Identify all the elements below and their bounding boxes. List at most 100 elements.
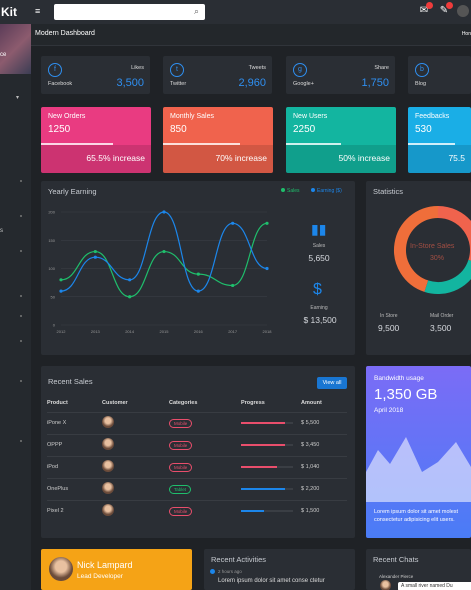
bell-icon[interactable]: ✉ [417, 2, 433, 18]
stat-increase: 65.5% increase [86, 153, 145, 163]
brand-logo[interactable]: Kit [0, 0, 31, 24]
sales-label: Sales [312, 243, 326, 249]
search-icon[interactable]: ⌕ [193, 6, 199, 16]
stat-increase: 50% increase [338, 153, 390, 163]
amount-cell: $ 3,450 [301, 433, 347, 456]
dollar-icon: $ [313, 281, 322, 298]
customer-cell [102, 477, 169, 500]
progress-bar [241, 488, 293, 490]
social-value: 3,500 [116, 77, 144, 89]
stat-value: 530 [415, 124, 432, 135]
stat-card: Monthly Sales 850 70% increase [163, 107, 273, 173]
chat-avatar[interactable] [380, 580, 391, 590]
stat-progress [286, 143, 341, 145]
hamburger-menu-icon[interactable]: ≡ [35, 6, 41, 16]
user-avatar[interactable] [457, 5, 469, 17]
category-cell: Mobile [169, 499, 241, 522]
twitter-icon: t [170, 63, 184, 77]
data-point [265, 221, 269, 225]
data-point [93, 249, 97, 254]
avatar[interactable] [102, 438, 114, 450]
product-cell: iPone X [47, 411, 102, 434]
social-name: Facebook [48, 81, 73, 87]
y-tick-label: 50 [51, 294, 56, 299]
social-name: Google+ [293, 81, 314, 87]
yearly-earning-panel: Yearly Earning Sales Earning ($) 0 50 100 1… [41, 181, 355, 355]
product-cell: Pixel 2 [47, 499, 102, 522]
amount-cell: $ 5,500 [301, 411, 347, 434]
stat-card: New Users 2250 50% increase [286, 107, 396, 173]
progress-bar [241, 510, 293, 513]
social-card-twitter: t Twitter Tweets 2,960 [163, 56, 272, 94]
sidebar-user-banner[interactable]: ce [0, 24, 31, 74]
category-cell: Mobile [169, 433, 241, 456]
data-point [59, 289, 63, 293]
social-card-facebook: f Facebook Likes 3,500 [41, 56, 150, 94]
category-badge: Mobile [169, 418, 193, 428]
avatar[interactable] [102, 504, 114, 517]
stat-progress [163, 143, 240, 145]
y-tick-label: 0 [53, 323, 56, 328]
stat-value: 2250 [293, 124, 316, 135]
x-tick-label: 2012 [57, 329, 67, 334]
activity-time: 2 hours ago [218, 569, 242, 574]
sidebar-dot [20, 250, 22, 252]
recent-activities-panel: Recent Activities 2 hours ago Lorem ipsu… [204, 549, 355, 590]
series-line-sales [60, 222, 268, 298]
category-badge: Tablet [169, 484, 192, 494]
stat-title: New Users [293, 113, 328, 120]
social-name: Blog [415, 81, 427, 87]
stat-increase: 75.5 [448, 153, 465, 163]
sidebar [0, 24, 31, 590]
data-point [128, 295, 132, 299]
stat-card: Feedbacks 530 75.5 [408, 107, 471, 173]
view-all-button[interactable]: View all [317, 377, 347, 389]
notification-badge [426, 2, 433, 9]
table-row[interactable]: OnePlus Tablet $ 2,200 [47, 477, 347, 500]
category-badge: Mobile [169, 462, 193, 472]
panel-title: Recent Chats [373, 555, 419, 564]
data-point [128, 278, 132, 282]
social-label: Likes [131, 65, 144, 71]
avatar[interactable] [102, 460, 114, 472]
amount-cell: $ 2,200 [301, 477, 347, 500]
social-label: Share [374, 65, 389, 71]
yearly-earning-chart: 0 50 100 150 200 2012 2013 2014 2015 2016 2017 2018 [48, 210, 273, 335]
message-icon[interactable]: ✎ [437, 2, 453, 18]
avatar[interactable] [49, 557, 73, 581]
stat-footer [408, 145, 471, 173]
table-row[interactable]: iPone X Mobile $ 5,500 [47, 411, 347, 434]
table-row[interactable]: OPPP Mobile $ 3,450 [47, 433, 347, 456]
breadcrumb[interactable]: Hon [461, 31, 471, 37]
donut-slice [424, 259, 471, 294]
table-row[interactable]: iPod Mobile $ 1,040 [47, 455, 347, 478]
sidebar-item-label[interactable]: s [0, 228, 3, 234]
avatar[interactable] [102, 482, 114, 494]
sales-value: 5,650 [308, 253, 330, 263]
product-cell: iPod [47, 455, 102, 478]
social-value: 1,750 [361, 77, 389, 89]
chevron-down-icon[interactable]: ▾ [16, 95, 20, 101]
in-store-value: 9,500 [378, 323, 400, 333]
x-tick-label: 2018 [263, 329, 273, 334]
legend-sales: Sales [281, 188, 300, 194]
table-row[interactable]: Pixel 2 Mobile $ 1,500 [47, 499, 347, 522]
social-name: Twitter [170, 81, 187, 87]
column-header: Categories [169, 400, 198, 407]
sidebar-dot [20, 180, 22, 182]
stat-footer [41, 145, 151, 173]
google-plus-icon: g [293, 63, 307, 77]
search-input[interactable]: ⌕ [54, 4, 205, 20]
avatar[interactable] [102, 416, 114, 428]
panel-title: Statistics [373, 187, 404, 196]
sidebar-dot [20, 315, 22, 317]
page-title: Modern Dashboard [35, 30, 95, 37]
blog-icon: b [415, 63, 429, 77]
data-point [196, 272, 200, 276]
column-header: Product [47, 400, 68, 407]
bandwidth-panel: Bandwidth usage 1,350 GB April 2018 Lore… [366, 366, 471, 538]
progress-bar [241, 444, 293, 446]
progress-bar [241, 422, 293, 424]
bandwidth-date: April 2018 [374, 407, 404, 414]
mail-order-label: Mail Order [430, 313, 454, 319]
